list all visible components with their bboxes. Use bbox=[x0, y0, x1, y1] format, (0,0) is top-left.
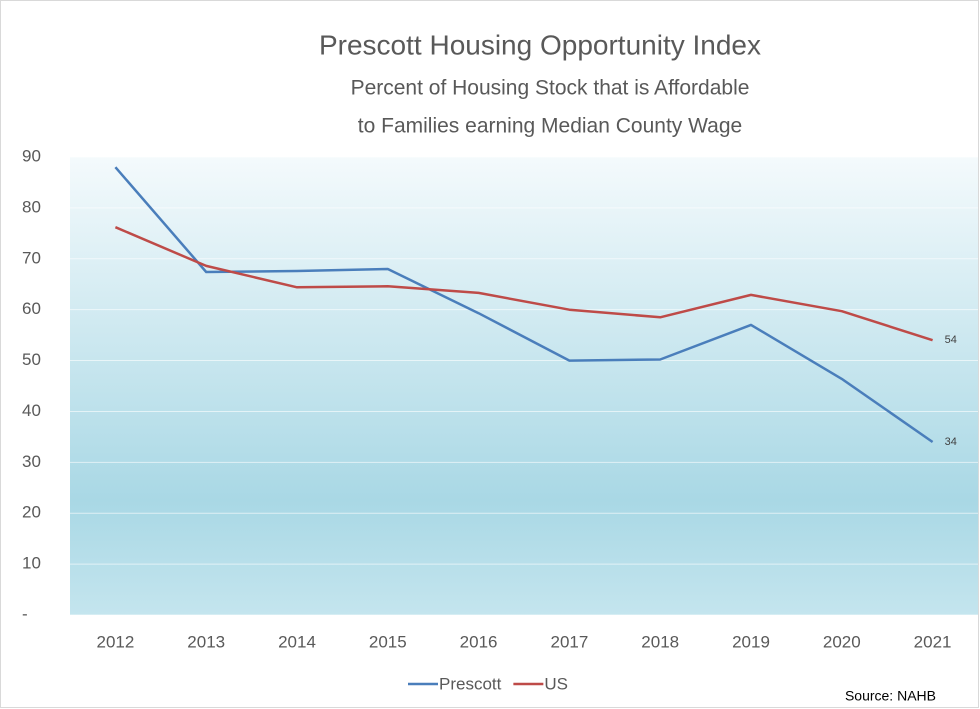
y-tick-label: 40 bbox=[22, 401, 41, 420]
series-line bbox=[114, 226, 933, 342]
y-tick-label: 70 bbox=[22, 248, 41, 267]
y-tick-label: 60 bbox=[22, 299, 41, 318]
y-tick-label: 20 bbox=[22, 503, 41, 522]
x-tick-label: 2020 bbox=[823, 632, 861, 651]
legend-label: US bbox=[544, 674, 568, 693]
x-tick-label: 2014 bbox=[278, 632, 316, 651]
x-tick-label: 2015 bbox=[369, 632, 407, 651]
y-tick-label: 80 bbox=[22, 197, 41, 216]
legend-label: Prescott bbox=[439, 674, 502, 693]
chart-subtitle: to Families earning Median County Wage bbox=[358, 115, 742, 138]
y-tick-label: 90 bbox=[22, 146, 41, 165]
x-tick-label: 2012 bbox=[96, 632, 134, 651]
x-tick-label: 2017 bbox=[550, 632, 588, 651]
x-tick-label: 2019 bbox=[732, 632, 770, 651]
data-label: 34 bbox=[945, 436, 957, 448]
chart-title: Prescott Housing Opportunity Index bbox=[319, 29, 761, 60]
x-tick-label: 2021 bbox=[914, 632, 952, 651]
series-line bbox=[114, 166, 934, 444]
y-tick-label: 30 bbox=[22, 452, 41, 471]
x-tick-label: 2018 bbox=[641, 632, 679, 651]
y-tick-label: 50 bbox=[22, 350, 41, 369]
chart-subtitle: Percent of Housing Stock that is Afforda… bbox=[351, 77, 750, 100]
y-tick-label: 10 bbox=[22, 554, 41, 573]
x-tick-label: 2013 bbox=[187, 632, 225, 651]
x-tick-label: 2016 bbox=[460, 632, 498, 651]
plot-area bbox=[70, 157, 978, 615]
data-label: 54 bbox=[945, 334, 957, 346]
y-tick-label: - bbox=[22, 604, 28, 623]
source-note: Source: NAHB bbox=[845, 688, 936, 704]
